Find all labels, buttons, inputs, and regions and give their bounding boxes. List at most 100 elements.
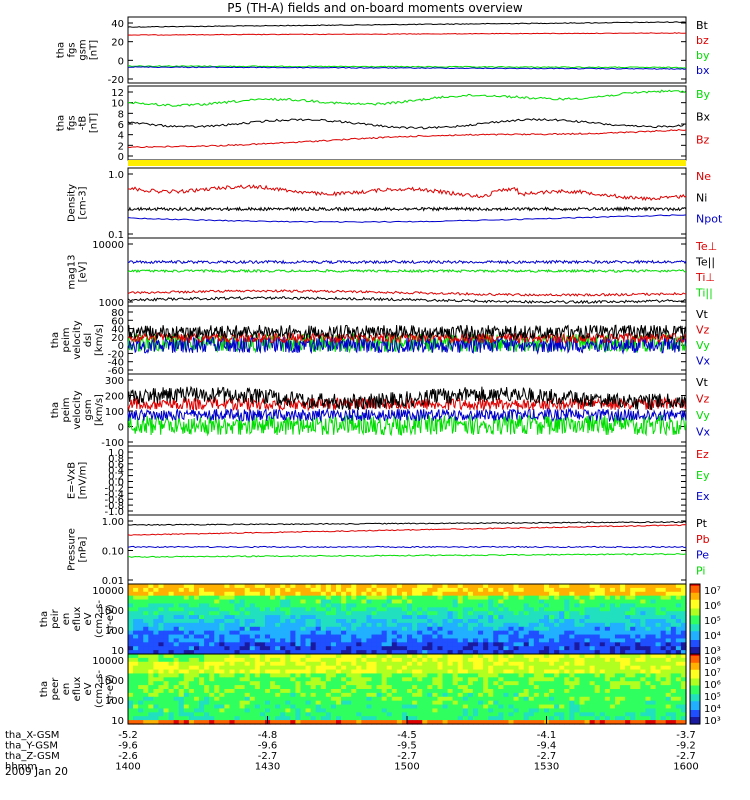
y-axis-label: gsm (78, 39, 89, 60)
legend-pb: Pb (696, 533, 710, 546)
series-ne (127, 184, 687, 201)
legend-ti⊥: Ti⊥ (695, 271, 715, 284)
series-tepar (127, 259, 687, 265)
colorbar-label: 10³ (704, 646, 721, 657)
legend-vx: Vx (696, 355, 711, 368)
y-tick-label: 20 (111, 38, 124, 49)
y-tick-label: -20 (108, 349, 124, 360)
x-tick-label: -2.7 (258, 751, 278, 762)
y-axis-label: tha (39, 611, 50, 627)
legend-ni: Ni (696, 191, 707, 204)
y-axis-label: fgs (67, 42, 78, 57)
x-tick-label: 1400 (115, 762, 140, 773)
series-bx2 (127, 118, 686, 130)
series-by (127, 65, 687, 69)
y-tick-label: 20 (111, 333, 124, 344)
quality-flag-bar (128, 160, 686, 166)
y-axis-label: Pressure (67, 528, 78, 571)
series-vz (127, 331, 687, 345)
colorbar-label: 10⁴ (704, 631, 721, 642)
series-tipar (127, 268, 687, 274)
y-tick-label: -0.4 (104, 489, 124, 500)
y-tick-label: -0.2 (104, 483, 124, 494)
series-pb (127, 524, 687, 536)
x-tick-label: -9.6 (118, 741, 138, 752)
legend-npot: Npot (696, 213, 723, 226)
y-axis-label: eV (83, 612, 94, 625)
y-tick-label: 0.8 (108, 454, 124, 465)
y-tick-label: -0.6 (104, 495, 124, 506)
legend-ex: Ex (696, 490, 710, 503)
x-tick-label: -4.8 (258, 730, 278, 741)
legend-bz: bz (696, 34, 709, 47)
electron-colorbar (689, 653, 701, 725)
series-vt (127, 324, 687, 341)
y-tick-label: 0.2 (108, 472, 124, 483)
y-tick-label: -1.0 (104, 507, 124, 518)
y-axis-label: E=-VxB (67, 462, 78, 499)
y-tick-label: 1.0 (108, 448, 124, 459)
y-axis-label: [cm-3] (78, 186, 89, 219)
legend-ne: Ne (696, 170, 711, 183)
y-tick-label: 1000 (99, 298, 124, 309)
series-vz-gsm (127, 396, 687, 412)
series-pe (127, 545, 687, 549)
legend-bz: Bz (696, 133, 710, 146)
y-tick-label: 2 (118, 141, 124, 152)
y-axis-label: [km/s] (94, 394, 105, 426)
y-axis-label: tha (56, 115, 67, 131)
x-row-label: tha_Z-GSM (5, 751, 60, 762)
y-tick-label: 200 (105, 392, 124, 403)
x-tick-label: -3.7 (676, 730, 696, 741)
series-vx-gsm (127, 407, 687, 423)
y-axis-label: [eV] (78, 262, 89, 283)
y-tick-label: 0 (118, 152, 124, 163)
y-axis-label: eV (83, 682, 94, 695)
y-tick-label: 1000 (99, 606, 124, 617)
x-tick-label: -9.6 (258, 741, 278, 752)
legend-vt: Vt (696, 376, 709, 389)
y-axis-label: peim (61, 397, 72, 422)
y-tick-label: 0.4 (108, 466, 124, 477)
y-tick-label: 0 (118, 341, 124, 352)
y-axis-label: peim (61, 327, 72, 352)
x-row-label: tha_Y-GSM (5, 741, 58, 752)
legend-by: By (696, 88, 711, 101)
y-axis-label: [nT] (89, 113, 100, 133)
x-tick-label: -2.7 (676, 751, 696, 762)
legend-pi: Pi (696, 564, 705, 577)
y-tick-label: 40 (111, 325, 124, 336)
legend-vy: Vy (696, 409, 710, 422)
x-tick-label: 1500 (394, 762, 419, 773)
x-tick-label: -4.1 (537, 730, 557, 741)
x-tick-label: 1430 (255, 762, 280, 773)
y-axis-label: sr-eV) (105, 674, 116, 703)
y-axis-label: en (61, 613, 72, 626)
y-axis-label: (cm2-s- (94, 670, 105, 708)
series-bt (127, 21, 687, 28)
y-tick-label: -40 (108, 358, 124, 369)
ion-spectrogram (128, 584, 687, 655)
panel-9-frame (127, 514, 687, 585)
y-axis-label: velocity (72, 390, 83, 429)
colorbar-label: 10⁵ (704, 692, 721, 703)
y-axis-label: gsm (83, 399, 94, 420)
colorbar-label: 10⁶ (704, 680, 721, 691)
series-vt-gsm (127, 385, 687, 411)
date-label: 2009 Jan 20 (5, 766, 68, 778)
x-tick-label: -5.2 (118, 730, 138, 741)
legend-pt: Pt (696, 517, 708, 530)
y-axis-label: [km/s] (94, 324, 105, 356)
panel-1-frame (127, 16, 687, 84)
y-tick-label: 10000 (92, 656, 124, 667)
y-axis-label: [nT] (89, 40, 100, 60)
x-tick-label: -9.5 (397, 741, 417, 752)
y-axis-label: tha (50, 332, 61, 348)
series-pt (127, 521, 687, 526)
legend-te||: Te|| (695, 256, 715, 269)
legend-ez: Ez (696, 448, 709, 461)
y-tick-label: 0.01 (102, 576, 124, 587)
y-axis-label: eflux (72, 677, 83, 702)
panel-4-frame (127, 167, 687, 239)
